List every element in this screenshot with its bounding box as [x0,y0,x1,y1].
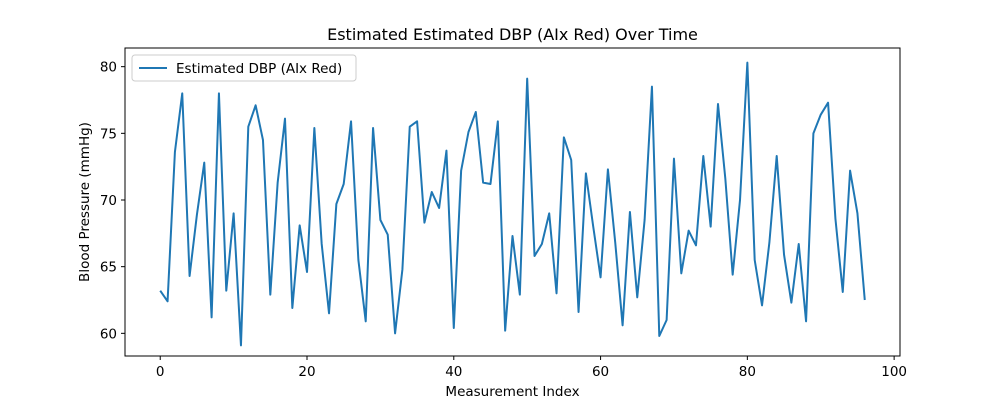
y-axis-label: Blood Pressure (mmHg) [77,122,93,282]
y-tick-label: 80 [100,60,117,76]
x-tick-label: 0 [156,364,165,380]
series-line [159,61,866,347]
x-axis-label: Measurement Index [445,384,579,400]
chart-title: Estimated Estimated DBP (AIx Red) Over T… [327,25,698,44]
legend-label: Estimated DBP (AIx Red) [176,61,342,77]
axis-ticks: 0 20 40 60 80 100 60 65 70 75 80 [100,60,907,380]
y-tick-label: 75 [100,126,117,142]
x-tick-label: 60 [592,364,609,380]
plot-area-frame [124,47,901,357]
y-tick-label: 60 [100,326,117,342]
y-tick-label: 65 [100,260,117,276]
legend: Estimated DBP (AIx Red) [131,54,357,82]
plot-lines [159,61,866,347]
x-tick-label: 20 [298,364,315,380]
legend-box [131,54,357,82]
x-tick-label: 100 [881,364,907,380]
y-tick-label: 70 [100,193,117,209]
x-tick-label: 40 [445,364,462,380]
x-tick-label: 80 [739,364,756,380]
